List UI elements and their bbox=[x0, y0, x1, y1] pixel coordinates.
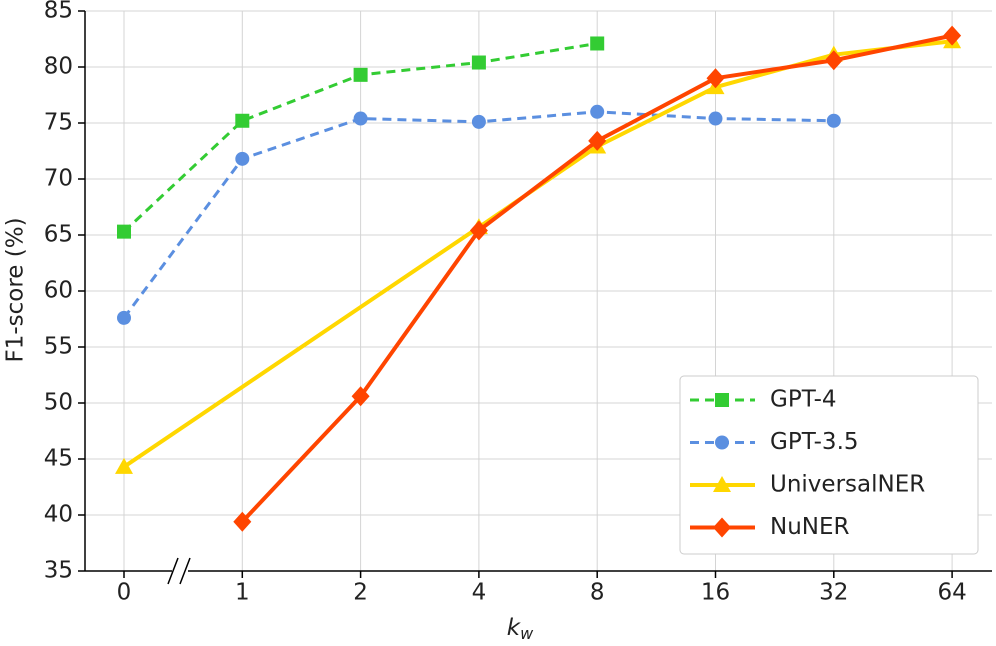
legend-box bbox=[679, 375, 979, 555]
y-axis-label: F1-score (%) bbox=[3, 217, 29, 362]
y-tick-label: 65 bbox=[44, 222, 73, 248]
marker bbox=[713, 476, 731, 492]
marker bbox=[824, 50, 843, 71]
legend: GPT-4 GPT-3.5 UniversalNER NuNER bbox=[679, 375, 979, 555]
marker bbox=[353, 111, 368, 126]
y-tick-label: 45 bbox=[44, 446, 73, 472]
marker bbox=[943, 25, 962, 46]
marker bbox=[351, 386, 370, 407]
marker bbox=[469, 220, 488, 241]
lines bbox=[115, 25, 962, 532]
x-tick-label: 4 bbox=[472, 580, 487, 606]
series-line bbox=[122, 39, 953, 469]
y-tick-label: 70 bbox=[44, 166, 73, 192]
y-tick-label: 50 bbox=[44, 390, 73, 416]
y-tick-label: 40 bbox=[44, 502, 73, 528]
y-tick-label: 60 bbox=[44, 278, 73, 304]
marker bbox=[471, 55, 486, 70]
x-tick-label: 32 bbox=[819, 580, 848, 606]
y-tick-label: 35 bbox=[44, 558, 73, 584]
x-tick-label: 64 bbox=[937, 580, 966, 606]
marker bbox=[117, 224, 131, 239]
legend-label: NuNER bbox=[770, 514, 850, 540]
marker bbox=[115, 457, 133, 474]
marker bbox=[235, 151, 250, 166]
axis-break bbox=[167, 557, 179, 585]
marker bbox=[715, 393, 729, 407]
y-tick-label: 55 bbox=[44, 334, 73, 360]
marker bbox=[588, 130, 607, 151]
marker bbox=[117, 310, 131, 325]
marker bbox=[590, 36, 605, 51]
legend-label: GPT-3.5 bbox=[770, 429, 859, 455]
marker bbox=[235, 113, 250, 128]
marker bbox=[713, 517, 731, 538]
marker bbox=[715, 435, 729, 450]
x-axis-label: kw bbox=[507, 615, 534, 643]
x-tick-label: 0 bbox=[117, 580, 132, 606]
marker bbox=[353, 67, 368, 82]
y-tick-label: 80 bbox=[44, 54, 73, 80]
y-tick-label: 75 bbox=[44, 110, 73, 136]
x-tick-label: 1 bbox=[235, 580, 250, 606]
marker bbox=[471, 114, 486, 129]
x-tick-label: 16 bbox=[701, 580, 730, 606]
x-axis-label-sub: w bbox=[520, 624, 534, 643]
marker bbox=[590, 104, 605, 119]
legend-label: UniversalNER bbox=[770, 472, 925, 498]
marker bbox=[233, 511, 252, 532]
axis-break-gap bbox=[172, 560, 188, 582]
marker bbox=[708, 111, 723, 126]
marker bbox=[706, 68, 725, 89]
marker bbox=[826, 113, 841, 128]
y-tick-label: 85 bbox=[44, 0, 73, 24]
axes: 35 40 45 50 55 60 65 70 75 80 85 0 1 2 4 8 16 32 64 bbox=[44, 0, 992, 606]
axis-break bbox=[179, 557, 191, 585]
x-tick-label: 2 bbox=[353, 580, 368, 606]
legend-label: GPT-4 bbox=[770, 387, 837, 413]
x-axis-label-base: k bbox=[507, 615, 522, 641]
x-tick-label: 8 bbox=[590, 580, 605, 606]
